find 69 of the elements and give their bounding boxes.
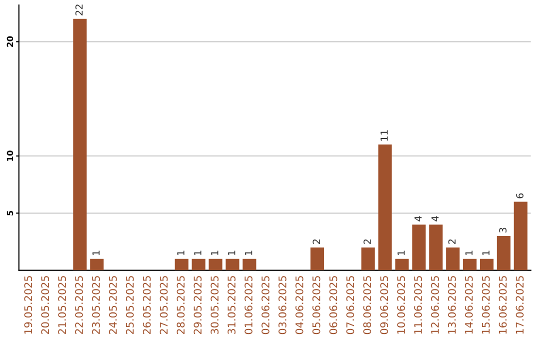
x-tick-label: 23.05.2025 [92, 276, 100, 334]
bar [378, 144, 392, 270]
bar [446, 247, 460, 270]
data-label: 4 [414, 216, 422, 222]
x-tick-label: 16.06.2025 [498, 276, 507, 334]
y-tick-label: 10 [6, 150, 14, 161]
x-tick-label: 25.05.2025 [126, 276, 134, 334]
data-label: 3 [499, 228, 507, 232]
bar [480, 258, 494, 270]
x-tick-label: 29.05.2025 [194, 276, 202, 334]
x-tick-label: 02.06.2025 [262, 276, 270, 334]
bar [73, 18, 87, 270]
bar [174, 258, 188, 270]
bar [90, 258, 104, 270]
x-tick-label: 28.05.2025 [176, 276, 185, 334]
x-tick-label: 17.06.2025 [516, 276, 524, 334]
x-tick-label: 09.06.2025 [380, 276, 388, 334]
x-tick-label: 15.06.2025 [482, 276, 490, 334]
bar [226, 258, 240, 270]
x-tick-label: 27.05.2025 [160, 276, 168, 334]
data-label: 2 [312, 239, 320, 244]
data-label: 1 [92, 250, 100, 256]
data-label: 2 [448, 239, 456, 244]
y-tick-label: 20 [6, 36, 14, 47]
x-tick-label: 08.06.2025 [363, 276, 372, 334]
data-label: 1 [228, 250, 236, 256]
data-label: 1 [398, 250, 405, 256]
bar [514, 202, 528, 270]
bar [242, 258, 256, 270]
x-tick-label: 24.05.2025 [108, 276, 117, 334]
x-tick-label: 14.06.2025 [464, 276, 473, 334]
data-label: 1 [194, 250, 202, 256]
data-label: 1 [482, 250, 490, 256]
data-label: 1 [211, 250, 218, 256]
x-tick-label: 26.05.2025 [142, 276, 151, 334]
data-label: 1 [177, 250, 184, 256]
bar [361, 247, 375, 270]
x-tick-label: 04.06.2025 [295, 276, 304, 334]
x-tick-label: 31.05.2025 [228, 276, 236, 334]
bar [208, 258, 222, 270]
data-label: 4 [431, 216, 439, 222]
bar [395, 258, 409, 270]
data-label: 22 [75, 4, 83, 16]
x-tick-label: 19.05.2025 [24, 276, 32, 334]
bar [463, 258, 477, 270]
bar [429, 224, 443, 270]
bar [496, 236, 510, 270]
x-tick-label: 10.06.2025 [397, 276, 406, 334]
data-label: 6 [516, 193, 524, 198]
data-label: 1 [245, 250, 252, 256]
x-tick-label: 07.06.2025 [346, 276, 354, 334]
data-label: 2 [364, 239, 371, 244]
x-tick-label: 03.06.2025 [278, 276, 286, 334]
x-tick-label: 30.05.2025 [210, 276, 219, 334]
bar [192, 258, 206, 270]
bar [412, 224, 426, 270]
data-label: 11 [380, 130, 388, 141]
y-tick-label: 5 [6, 210, 14, 216]
x-tick-label: 06.06.2025 [329, 276, 338, 334]
x-tick-label: 05.06.2025 [312, 276, 320, 334]
data-label: 1 [465, 250, 472, 256]
x-tick-label: 22.05.2025 [75, 276, 83, 334]
x-tick-label: 01.06.2025 [244, 276, 252, 334]
x-tick-label: 11.06.2025 [414, 276, 422, 334]
x-tick-label: 13.06.2025 [448, 276, 456, 334]
x-tick-label: 21.05.2025 [58, 276, 66, 334]
x-tick-label: 20.05.2025 [41, 276, 50, 334]
bar [310, 247, 324, 270]
x-tick-label: 12.06.2025 [431, 276, 439, 334]
